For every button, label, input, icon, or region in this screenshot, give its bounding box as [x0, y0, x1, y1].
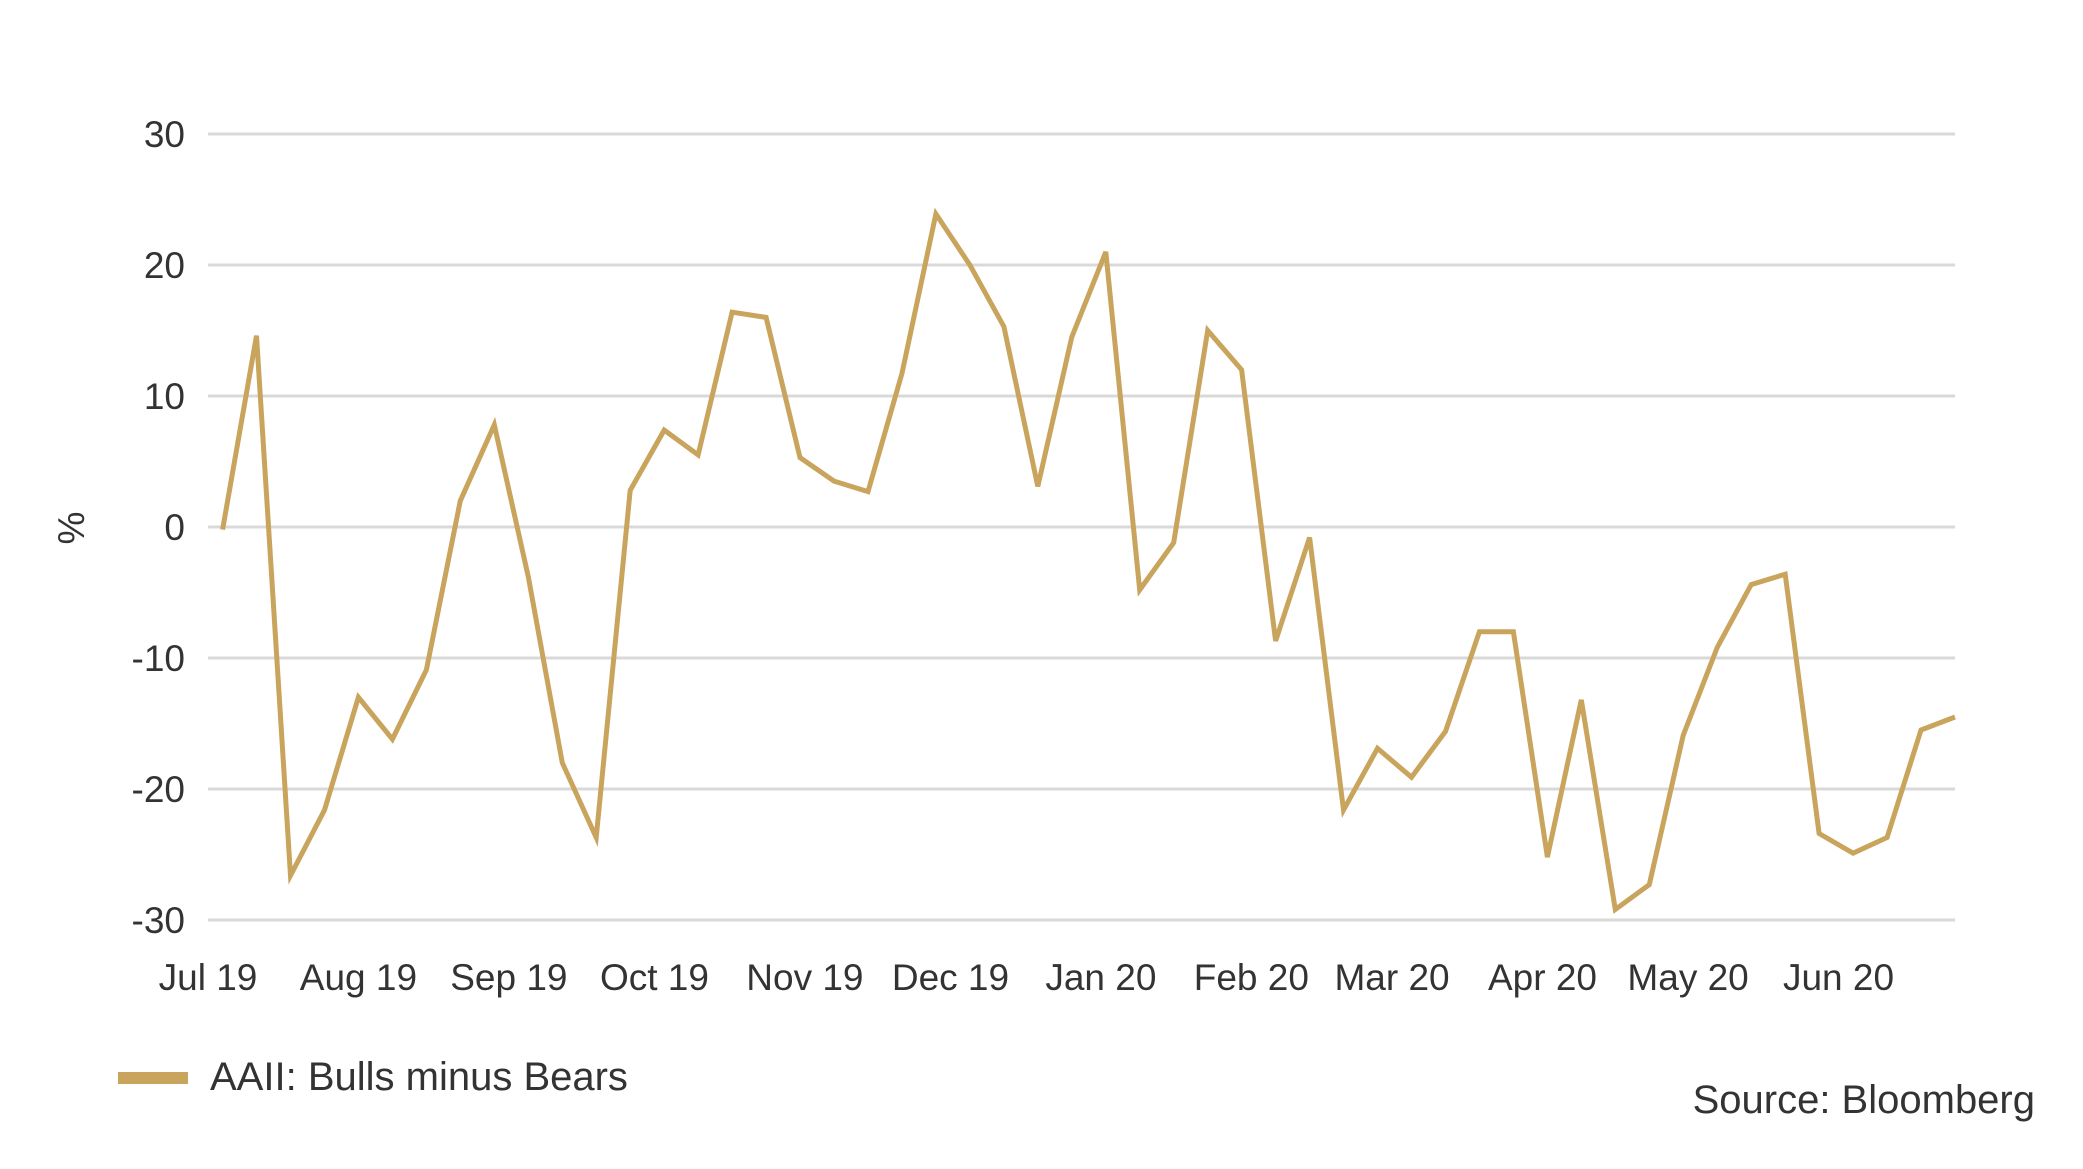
y-tick-label: -30	[132, 900, 185, 941]
x-tick-label: Jan 20	[1045, 957, 1156, 998]
y-tick-label: 20	[144, 245, 185, 286]
x-tick-label: Mar 20	[1334, 957, 1449, 998]
x-tick-label: Feb 20	[1194, 957, 1309, 998]
y-axis-ticks: 30 20 10 0 -10 -20 -30	[132, 114, 185, 941]
x-tick-label: Dec 19	[892, 957, 1009, 998]
series-line-aaii-bulls-minus-bears	[220, 207, 1956, 914]
y-tick-label: 0	[164, 507, 185, 548]
y-tick-label: -20	[132, 769, 185, 810]
legend-label: AAII: Bulls minus Bears	[210, 1055, 628, 1099]
y-tick-label: 10	[144, 376, 185, 417]
x-tick-label: Jul 19	[159, 957, 258, 998]
legend-swatch	[118, 1071, 188, 1084]
source-note: Source: Bloomberg	[1692, 1078, 2035, 1122]
x-tick-label: Jun 20	[1783, 957, 1894, 998]
x-tick-label: Apr 20	[1488, 957, 1597, 998]
gridlines	[208, 132, 1955, 922]
y-tick-label: 30	[144, 114, 185, 155]
y-axis-title: %	[51, 512, 92, 545]
y-tick-label: -10	[132, 638, 185, 679]
x-tick-label: Oct 19	[600, 957, 709, 998]
x-tick-label: Nov 19	[746, 957, 863, 998]
series-layer	[220, 207, 1956, 914]
x-tick-label: Sep 19	[450, 957, 567, 998]
x-tick-label: May 20	[1627, 957, 1748, 998]
x-tick-label: Aug 19	[300, 957, 417, 998]
x-axis-ticks: Jul 19 Aug 19 Sep 19 Oct 19 Nov 19 Dec 19 Jan …	[159, 957, 1894, 998]
legend: AAII: Bulls minus Bears	[118, 1055, 628, 1100]
